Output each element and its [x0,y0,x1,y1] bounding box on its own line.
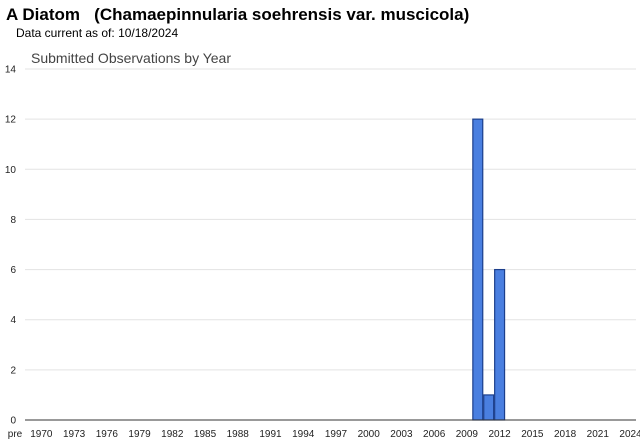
x-tick-label: 2000 [358,429,381,440]
x-tick-label: 2015 [521,429,544,440]
x-tick-label: 1982 [161,429,184,440]
x-tick-label: 1997 [325,429,348,440]
bar-2011 [483,394,495,421]
y-tick-label: 8 [10,215,16,226]
x-tick-label: 1979 [128,429,151,440]
x-tick-label: pre [8,429,23,440]
data-current-label: Data current as of: [16,26,115,40]
y-tick-label: 10 [5,165,17,176]
x-tick-layer: pre 1970 1973 1976 1979 1982 1985 1988 1991 1994 1… [8,429,640,440]
x-tick-label: 1985 [194,429,217,440]
x-tick-label: 2018 [554,429,577,440]
y-tick-label: 2 [10,365,16,376]
page-title: A Diatom (Chamaepinnularia soehrensis va… [6,5,469,25]
bar-2012 [494,268,506,421]
y-tick-label: 0 [10,416,16,427]
x-tick-label: 1994 [292,429,315,440]
x-tick-label: 2006 [423,429,446,440]
data-current-line: Data current as of: 10/18/2024 [16,26,178,40]
data-current-date: 10/18/2024 [118,26,179,40]
y-tick-label: 12 [5,115,17,126]
y-tick-label: 6 [10,265,16,276]
page-title-species: (Chamaepinnularia soehrensis var. muscic… [94,5,470,24]
bar-2010 [472,118,484,421]
x-tick-label: 1973 [63,429,86,440]
x-tick-label: 2009 [456,429,479,440]
page-title-prefix: A Diatom [6,5,80,24]
x-tick-label: 1991 [259,429,282,440]
grid-layer [25,68,636,371]
y-tick-label: 4 [10,315,16,326]
x-tick-label: 1988 [227,429,250,440]
x-tick-label: 2012 [488,429,511,440]
x-tick-label: 2021 [587,429,610,440]
x-tick-label: 2024 [619,429,640,440]
chart-title: Submitted Observations by Year [31,50,231,66]
x-tick-label: 1970 [30,429,53,440]
y-tick-layer: 0 2 4 6 8 10 12 14 [5,65,17,427]
x-tick-label: 2003 [390,429,413,440]
y-tick-label: 14 [5,65,17,76]
x-tick-label: 1976 [96,429,119,440]
